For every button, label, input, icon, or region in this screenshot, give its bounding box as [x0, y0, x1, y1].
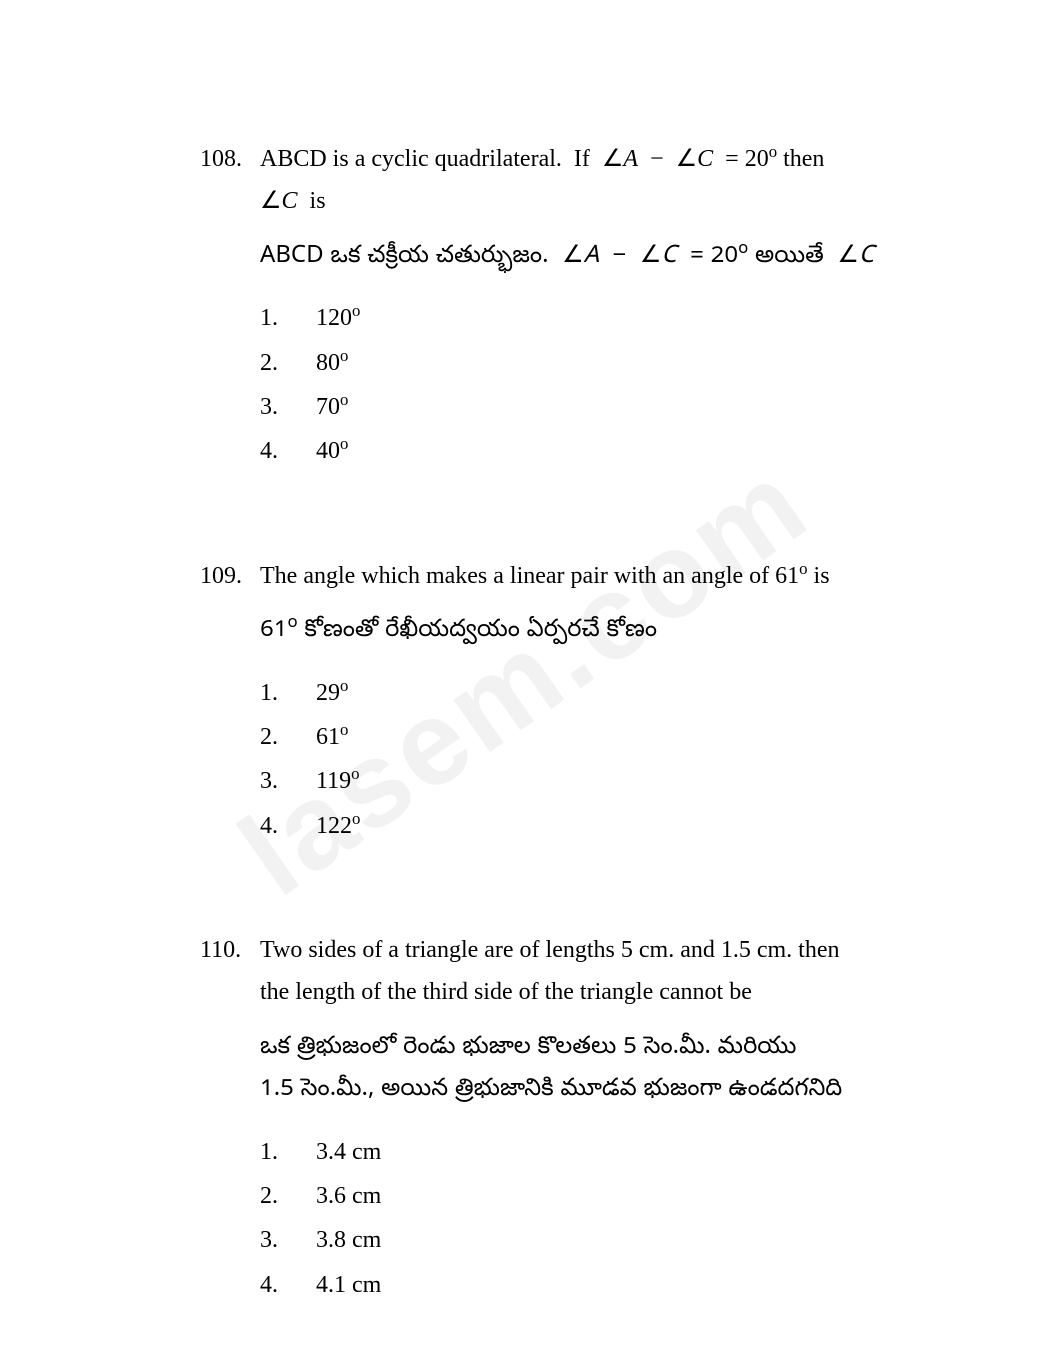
- option-number: 3.: [260, 388, 316, 426]
- question-block: 110. Two sides of a triangle are of leng…: [200, 931, 877, 1310]
- option-number: 3.: [260, 762, 316, 800]
- option-row: 2. 3.6 cm: [260, 1177, 877, 1215]
- option-value: 4.1 cm: [316, 1266, 877, 1304]
- option-row: 3. 3.8 cm: [260, 1221, 877, 1259]
- option-number: 4.: [260, 807, 316, 845]
- option-number: 4.: [260, 1266, 316, 1304]
- question-number: 108.: [200, 140, 260, 477]
- option-value: 29o: [316, 674, 877, 712]
- option-number: 1.: [260, 299, 316, 337]
- page-content: 108. ABCD is a cyclic quadrilateral. If …: [200, 140, 877, 1310]
- question-stem-te-line2: 1.5 సెం.మీ., అయిన త్రిభుజానికి మూడవ భుజం…: [260, 1072, 877, 1110]
- question-stem-te: 61o కోణంతో రేఖీయద్వయం ఏర్పరచే కోణం: [260, 613, 877, 651]
- option-value: 70o: [316, 388, 877, 426]
- option-value: 61o: [316, 718, 877, 756]
- option-value: 120o: [316, 299, 877, 337]
- option-row: 1. 29o: [260, 674, 877, 712]
- option-number: 1.: [260, 1133, 316, 1171]
- option-number: 2.: [260, 344, 316, 382]
- question-stem-en-line1: Two sides of a triangle are of lengths 5…: [260, 931, 877, 969]
- option-row: 4. 4.1 cm: [260, 1266, 877, 1304]
- options-list: 1. 3.4 cm 2. 3.6 cm 3. 3.8 cm 4. 4.1 cm: [260, 1133, 877, 1305]
- option-row: 1. 3.4 cm: [260, 1133, 877, 1171]
- option-number: 2.: [260, 1177, 316, 1215]
- question-stem-en-line1: The angle which makes a linear pair with…: [260, 557, 877, 595]
- option-value: 122o: [316, 807, 877, 845]
- option-row: 2. 80o: [260, 344, 877, 382]
- option-value: 40o: [316, 432, 877, 470]
- question-stem-en-line2: ∠C is: [260, 182, 877, 220]
- question-stem-te-line1: ఒక త్రిభుజంలో రెండు భుజాల కొలతలు 5 సెం.మ…: [260, 1030, 877, 1068]
- question-body: ABCD is a cyclic quadrilateral. If ∠A − …: [260, 140, 877, 477]
- question-block: 109. The angle which makes a linear pair…: [200, 557, 877, 851]
- question-stem-en-line2: the length of the third side of the tria…: [260, 973, 877, 1011]
- question-number: 110.: [200, 931, 260, 1310]
- option-value: 3.4 cm: [316, 1133, 877, 1171]
- option-value: 119o: [316, 762, 877, 800]
- option-row: 3. 119o: [260, 762, 877, 800]
- option-row: 2. 61o: [260, 718, 877, 756]
- option-row: 1. 120o: [260, 299, 877, 337]
- question-body: Two sides of a triangle are of lengths 5…: [260, 931, 877, 1310]
- option-row: 4. 122o: [260, 807, 877, 845]
- question-stem-te: ABCD ఒక చక్రీయ చతుర్భుజం. ∠A − ∠C = 20o …: [260, 239, 877, 277]
- option-value: 3.8 cm: [316, 1221, 877, 1259]
- question-number: 109.: [200, 557, 260, 851]
- option-number: 1.: [260, 674, 316, 712]
- option-number: 3.: [260, 1221, 316, 1259]
- option-value: 3.6 cm: [316, 1177, 877, 1215]
- options-list: 1. 29o 2. 61o 3. 119o 4. 122o: [260, 674, 877, 846]
- option-row: 4. 40o: [260, 432, 877, 470]
- exam-page: lasem.com 108. ABCD is a cyclic quadrila…: [0, 0, 1047, 1355]
- question-stem-en-line1: ABCD is a cyclic quadrilateral. If ∠A − …: [260, 140, 877, 178]
- option-row: 3. 70o: [260, 388, 877, 426]
- options-list: 1. 120o 2. 80o 3. 70o 4. 40o: [260, 299, 877, 471]
- question-body: The angle which makes a linear pair with…: [260, 557, 877, 851]
- question-block: 108. ABCD is a cyclic quadrilateral. If …: [200, 140, 877, 477]
- option-number: 4.: [260, 432, 316, 470]
- option-value: 80o: [316, 344, 877, 382]
- option-number: 2.: [260, 718, 316, 756]
